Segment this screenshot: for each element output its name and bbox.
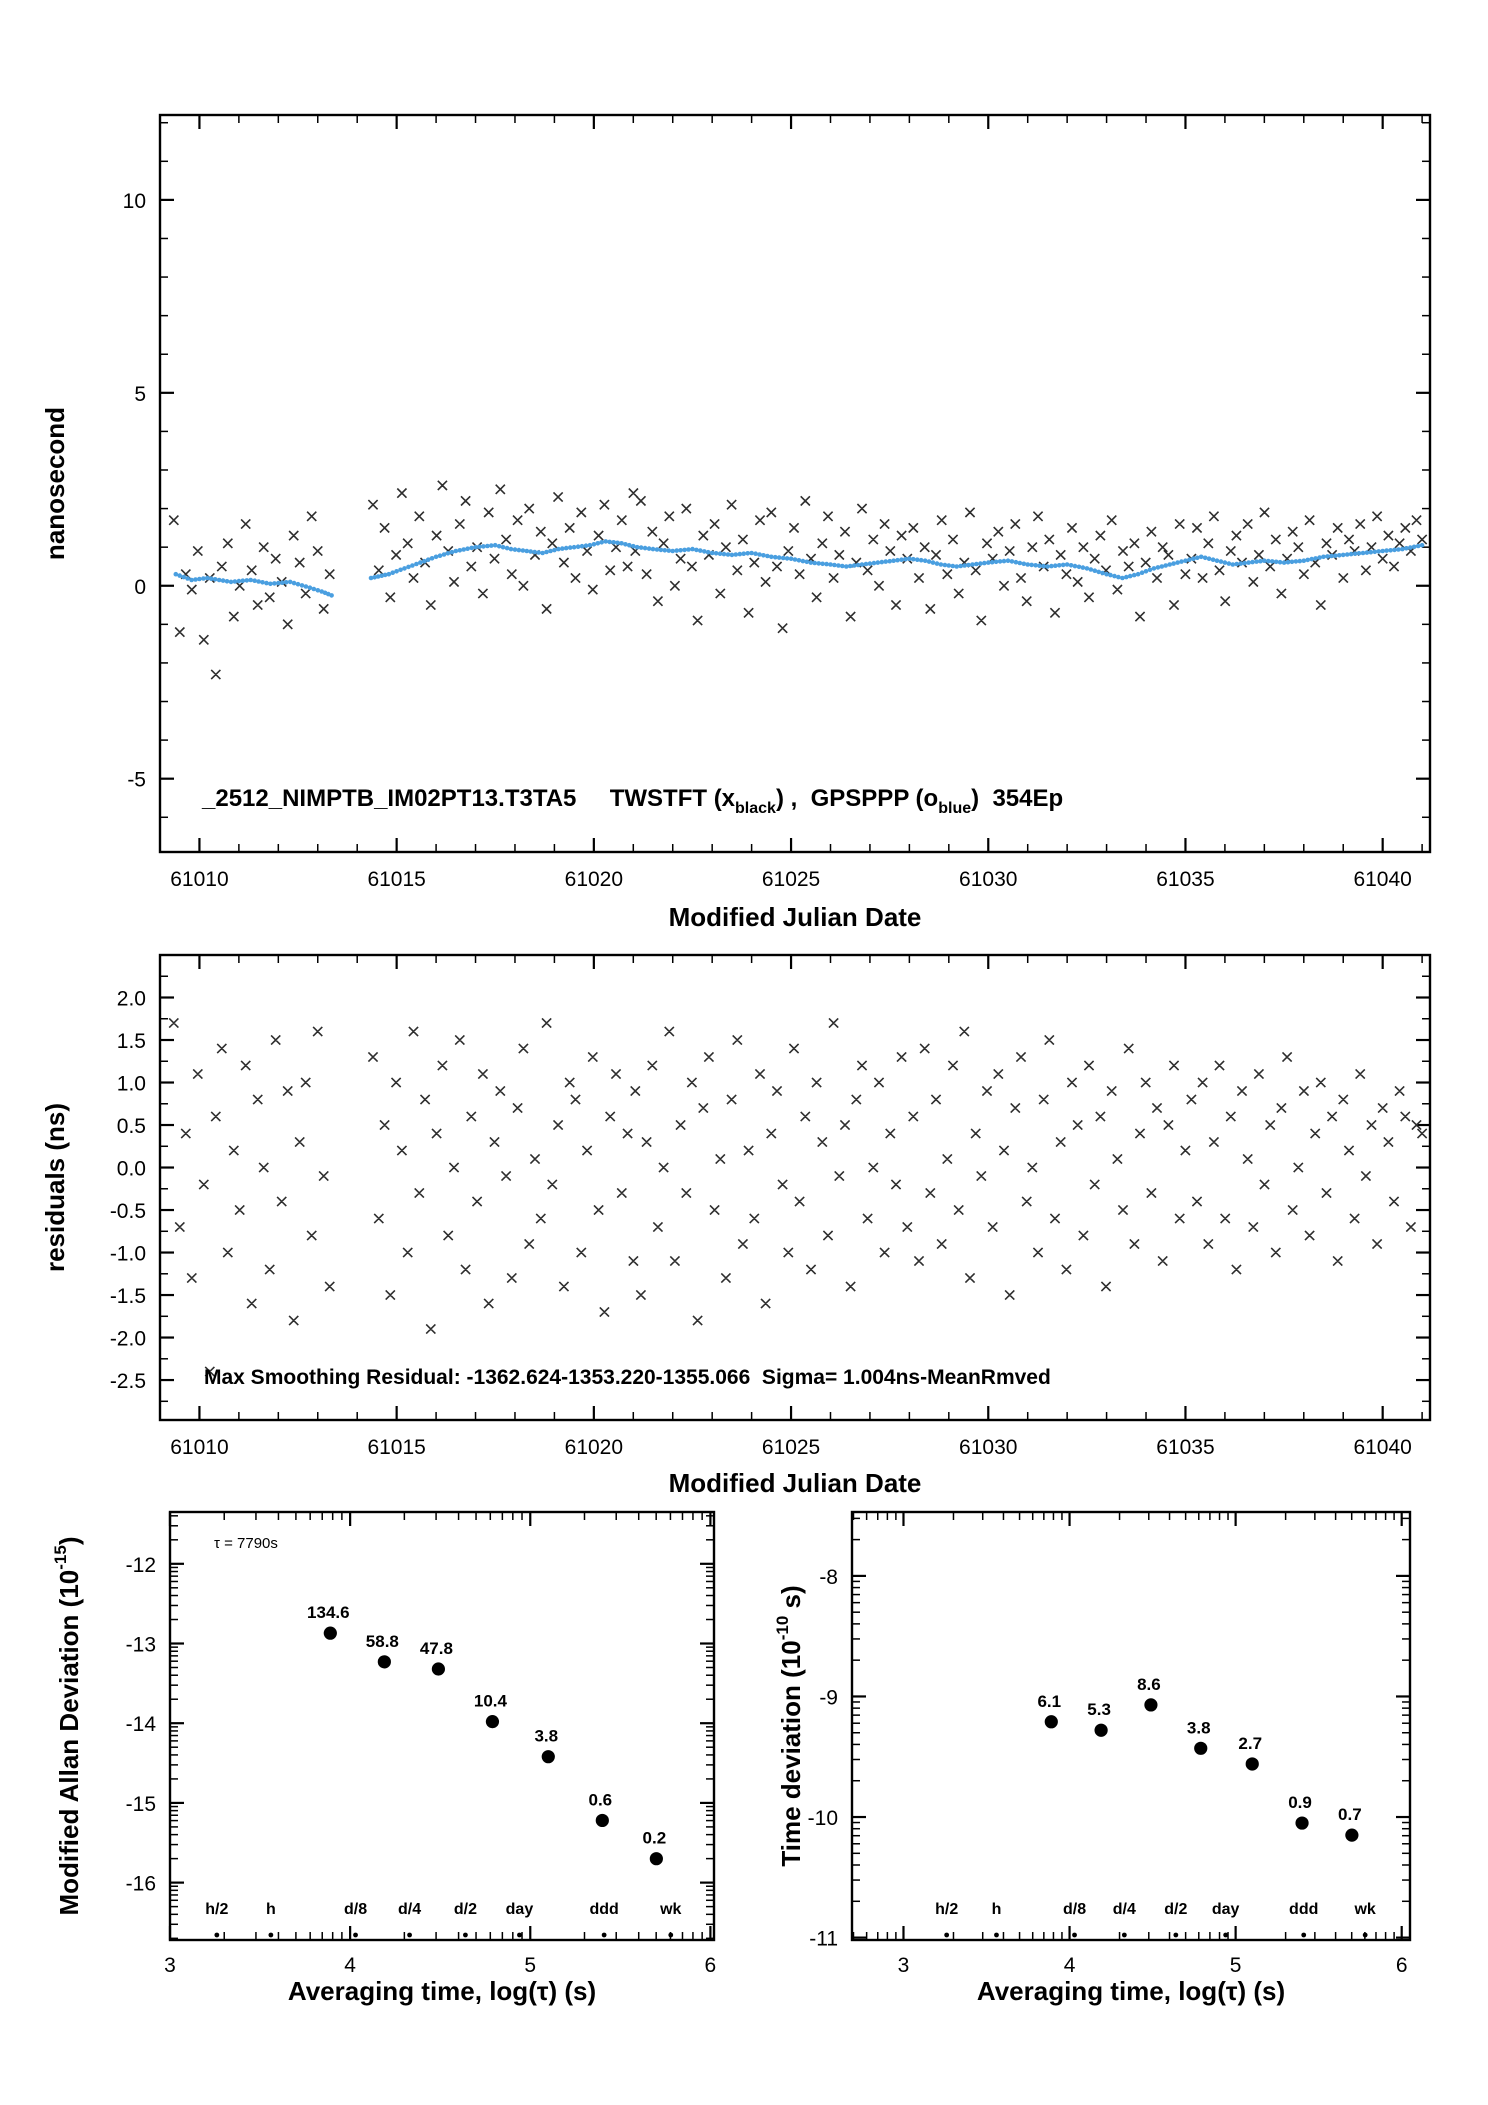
svg-text:Averaging time, log(τ) (s): Averaging time, log(τ) (s) [288, 1976, 596, 2006]
svg-text:-12: -12 [126, 1554, 156, 1577]
svg-text:61030: 61030 [959, 1436, 1017, 1459]
svg-text:0.6: 0.6 [588, 1790, 612, 1809]
svg-text:-15: -15 [126, 1793, 156, 1816]
svg-text:day: day [1212, 1901, 1240, 1918]
svg-text:-5: -5 [127, 769, 146, 792]
svg-text:Averaging time, log(τ) (s): Averaging time, log(τ) (s) [977, 1976, 1285, 2006]
svg-text:-2.0: -2.0 [110, 1328, 146, 1351]
svg-text:-1.5: -1.5 [110, 1285, 146, 1308]
svg-text:1.5: 1.5 [117, 1030, 146, 1053]
svg-text:61025: 61025 [762, 868, 820, 891]
svg-text:134.6: 134.6 [307, 1603, 350, 1622]
svg-text:4: 4 [344, 1954, 356, 1977]
svg-text:3.8: 3.8 [534, 1727, 558, 1746]
svg-text:61010: 61010 [170, 1436, 228, 1459]
svg-text:61035: 61035 [1156, 868, 1214, 891]
svg-text:day: day [506, 1901, 534, 1918]
svg-text:_2512_NIMPTB_IM02PT13.T3TA5: _2512_NIMPTB_IM02PT13.T3TA5 TWSTFT (xbla… [201, 785, 1063, 817]
svg-text:Modified Allan Deviation (10-1: Modified Allan Deviation (10-15) [51, 1537, 84, 1916]
svg-text:h/2: h/2 [205, 1901, 228, 1918]
svg-text:-9: -9 [819, 1686, 838, 1709]
svg-text:61040: 61040 [1353, 868, 1411, 891]
svg-text:61010: 61010 [170, 868, 228, 891]
svg-text:3: 3 [898, 1954, 910, 1977]
time-deviation-chart: 3 4 5 6 -8 -9 -10 -11 Averaging time, log(τ) (s)… [773, 1510, 1412, 2006]
svg-text:h/2: h/2 [935, 1901, 958, 1918]
svg-text:47.8: 47.8 [420, 1639, 453, 1658]
svg-text:5: 5 [134, 383, 146, 406]
svg-text:residuals (ns): residuals (ns) [40, 1103, 70, 1272]
svg-text:0.9: 0.9 [1288, 1793, 1312, 1812]
svg-text:61015: 61015 [367, 1436, 425, 1459]
svg-text:τ = 7790s: τ = 7790s [214, 1535, 278, 1552]
svg-text:wk: wk [659, 1901, 681, 1918]
svg-text:6: 6 [705, 1954, 717, 1977]
svg-text:10: 10 [123, 190, 146, 213]
svg-text:Time deviation (10-10 s): Time deviation (10-10 s) [773, 1585, 806, 1866]
svg-text:d/8: d/8 [1063, 1901, 1086, 1918]
svg-text:5: 5 [1230, 1954, 1242, 1977]
svg-text:-0.5: -0.5 [110, 1200, 146, 1223]
svg-text:61020: 61020 [565, 868, 623, 891]
svg-text:6.1: 6.1 [1037, 1692, 1061, 1711]
svg-text:-1.0: -1.0 [110, 1243, 146, 1266]
svg-text:61035: 61035 [1156, 1436, 1214, 1459]
svg-text:4: 4 [1064, 1954, 1076, 1977]
svg-text:-13: -13 [126, 1634, 156, 1657]
svg-text:2.7: 2.7 [1238, 1734, 1262, 1753]
svg-text:ddd: ddd [589, 1901, 618, 1918]
svg-text:61040: 61040 [1353, 1436, 1411, 1459]
svg-text:5: 5 [524, 1954, 536, 1977]
svg-text:3.8: 3.8 [1187, 1718, 1211, 1737]
svg-text:61020: 61020 [565, 1436, 623, 1459]
svg-text:2.0: 2.0 [117, 988, 146, 1011]
svg-text:0.7: 0.7 [1338, 1805, 1362, 1824]
svg-text:-2.5: -2.5 [110, 1370, 146, 1393]
svg-text:wk: wk [1353, 1901, 1375, 1918]
svg-text:61030: 61030 [959, 868, 1017, 891]
svg-text:h: h [992, 1901, 1002, 1918]
svg-text:-16: -16 [126, 1873, 156, 1896]
svg-text:0.2: 0.2 [643, 1829, 667, 1848]
svg-text:h: h [266, 1901, 276, 1918]
svg-text:-11: -11 [809, 1928, 838, 1951]
svg-text:d/8: d/8 [344, 1901, 367, 1918]
svg-text:Modified Julian Date: Modified Julian Date [669, 902, 922, 932]
svg-text:d/4: d/4 [398, 1901, 421, 1918]
svg-text:0.0: 0.0 [117, 1158, 146, 1181]
svg-text:10.4: 10.4 [474, 1692, 508, 1711]
svg-text:6: 6 [1396, 1954, 1408, 1977]
svg-text:-8: -8 [819, 1566, 838, 1589]
svg-text:5.3: 5.3 [1087, 1700, 1111, 1719]
svg-text:nanosecond: nanosecond [40, 407, 70, 560]
svg-text:-10: -10 [808, 1807, 838, 1830]
svg-text:d/2: d/2 [454, 1901, 477, 1918]
svg-text:-14: -14 [126, 1713, 157, 1736]
svg-text:d/4: d/4 [1113, 1901, 1136, 1918]
svg-text:ddd: ddd [1289, 1901, 1318, 1918]
residuals-chart: 61010 61015 61020 61025 61030 61035 61040 2.0 1.… [40, 953, 1432, 1498]
svg-text:0.5: 0.5 [117, 1115, 146, 1138]
svg-text:3: 3 [164, 1954, 176, 1977]
svg-text:Modified Julian Date: Modified Julian Date [669, 1468, 922, 1498]
svg-text:d/2: d/2 [1164, 1901, 1187, 1918]
svg-text:1.0: 1.0 [117, 1073, 146, 1096]
top-comparison-chart: 61010 61015 61020 61025 61030 61035 61040 -5 0 5 1… [40, 113, 1432, 932]
svg-text:Max Smoothing Residual: -1362.: Max Smoothing Residual: -1362.624-1353.2… [204, 1366, 1051, 1389]
svg-text:8.6: 8.6 [1137, 1675, 1161, 1694]
svg-text:61015: 61015 [367, 868, 425, 891]
svg-text:58.8: 58.8 [366, 1632, 399, 1651]
svg-text:0: 0 [134, 576, 146, 599]
modified-allan-deviation-chart: 3 4 5 6 -12 -13 -14 -15 -16 Averaging time, log(τ… [51, 1510, 717, 2006]
svg-text:61025: 61025 [762, 1436, 820, 1459]
